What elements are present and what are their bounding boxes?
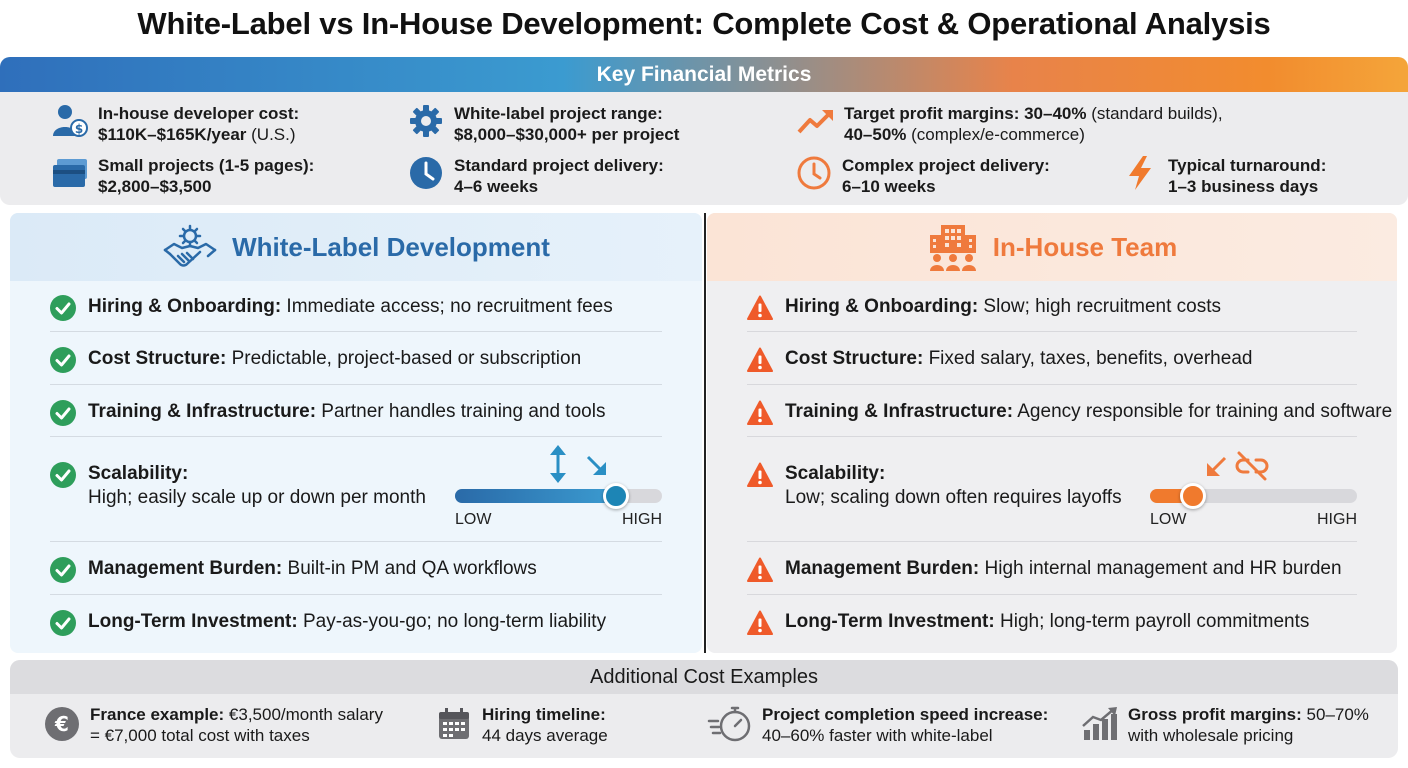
- calendar-icon: [434, 704, 474, 744]
- key-metrics-heading: Key Financial Metrics: [0, 57, 1408, 92]
- ih-row-hiring: Hiring & Onboarding: Slow; high recruitm…: [747, 295, 1221, 321]
- metric-complex-delivery: Complex project delivery: 6–10 weeks: [794, 155, 1050, 197]
- broken-link-icon: [1235, 451, 1269, 486]
- metric-whitelabel-range: White-label project range: $8,000–$30,000…: [406, 103, 679, 145]
- metric-standard-delivery: Standard project delivery: 4–6 weeks: [406, 155, 664, 197]
- metric-profit-margins: Target profit margins: 30–40% (standard …: [796, 103, 1223, 145]
- check-circle-icon: [50, 462, 76, 488]
- ih-row-cost: Cost Structure: Fixed salary, taxes, ben…: [747, 347, 1252, 373]
- arrow-down-left-icon: [1205, 456, 1227, 483]
- ih-row-training: Training & Infrastructure: Agency respon…: [747, 400, 1392, 426]
- svg-text:€: €: [54, 712, 69, 736]
- example-completion-speed: Project completion speed increase: 40–60%…: [706, 704, 1048, 746]
- white-label-column: White-Label Development Hiring & Onboard…: [10, 213, 702, 653]
- in-house-column: In-House Team Hiring & Onboarding: Slow;…: [707, 213, 1397, 653]
- check-circle-icon: [50, 347, 76, 373]
- wl-row-investment: Long-Term Investment: Pay-as-you-go; no …: [50, 610, 606, 636]
- row-divider: [747, 331, 1357, 332]
- warning-icon: [747, 557, 773, 583]
- stopwatch-icon: [706, 704, 754, 744]
- ih-row-investment: Long-Term Investment: High; long-term pa…: [747, 610, 1309, 636]
- white-label-header: White-Label Development: [10, 213, 702, 281]
- wl-row-scalability: Scalability: High; easily scale up or dow…: [50, 462, 426, 510]
- column-divider: [704, 213, 706, 653]
- white-label-heading: White-Label Development: [232, 231, 550, 262]
- row-divider: [747, 594, 1357, 595]
- key-metrics-panel: Key Financial Metrics $ In-house develop…: [0, 57, 1408, 205]
- example-gross-margins: Gross profit margins: 50–70% with wholesa…: [1080, 704, 1369, 746]
- row-divider: [747, 384, 1357, 385]
- euro-icon: €: [42, 704, 82, 744]
- warning-icon: [747, 295, 773, 321]
- check-circle-icon: [50, 557, 76, 583]
- handshake-gear-icon: [162, 224, 218, 270]
- check-circle-icon: [50, 400, 76, 426]
- wl-row-hiring: Hiring & Onboarding: Immediate access; n…: [50, 295, 613, 321]
- example-france: € France example: €3,500/month salary = €…: [42, 704, 383, 746]
- slider-low-label: LOW: [1150, 511, 1187, 528]
- slider-knob: [1180, 483, 1206, 509]
- arrow-down-right-icon: [586, 455, 608, 482]
- metric-inhouse-cost: $ In-house developer cost: $110K–$165K/ye…: [50, 103, 299, 145]
- ih-row-scalability: Scalability: Low; scaling down often requ…: [747, 462, 1122, 510]
- in-house-heading: In-House Team: [992, 231, 1178, 262]
- slider-high-label: HIGH: [622, 511, 662, 528]
- slider-low-label: LOW: [455, 511, 492, 528]
- wl-row-cost: Cost Structure: Predictable, project-bas…: [50, 347, 581, 373]
- warning-icon: [747, 462, 773, 488]
- developer-cost-icon: $: [50, 101, 90, 141]
- lightning-icon: [1120, 153, 1160, 193]
- check-circle-icon: [50, 295, 76, 321]
- row-divider: [747, 541, 1357, 542]
- row-divider: [50, 331, 662, 332]
- row-divider: [50, 384, 662, 385]
- clock-outline-icon: [794, 153, 834, 193]
- clock-filled-icon: [406, 153, 446, 193]
- bar-growth-icon: [1080, 704, 1120, 744]
- slider-knob: [603, 483, 629, 509]
- ih-row-management: Management Burden: High internal managem…: [747, 557, 1342, 583]
- page-title: White-Label vs In-House Development: Com…: [137, 6, 1271, 41]
- metric-small-projects: Small projects (1-5 pages): $2,800–$3,500: [50, 155, 314, 197]
- building-team-icon: [927, 223, 979, 271]
- svg-text:$: $: [75, 122, 83, 136]
- row-divider: [50, 541, 662, 542]
- warning-icon: [747, 400, 773, 426]
- slider-high-label: HIGH: [1317, 511, 1357, 528]
- gear-icon: [406, 101, 446, 141]
- metric-turnaround: Typical turnaround: 1–3 business days: [1120, 155, 1326, 197]
- wl-row-training: Training & Infrastructure: Partner handl…: [50, 400, 605, 426]
- cards-icon: [50, 153, 90, 193]
- wl-row-management: Management Burden: Built-in PM and QA wo…: [50, 557, 537, 583]
- warning-icon: [747, 610, 773, 636]
- check-circle-icon: [50, 610, 76, 636]
- example-hiring-timeline: Hiring timeline: 44 days average: [434, 704, 608, 746]
- additional-costs-panel: Additional Cost Examples € France exampl…: [10, 660, 1398, 758]
- additional-costs-heading: Additional Cost Examples: [10, 660, 1398, 694]
- warning-icon: [747, 347, 773, 373]
- vertical-arrows-icon: [546, 445, 570, 488]
- trend-up-icon: [796, 101, 836, 141]
- slider-fill: [455, 489, 616, 503]
- row-divider: [747, 436, 1357, 437]
- in-house-header: In-House Team: [707, 213, 1397, 281]
- row-divider: [50, 436, 662, 437]
- row-divider: [50, 594, 662, 595]
